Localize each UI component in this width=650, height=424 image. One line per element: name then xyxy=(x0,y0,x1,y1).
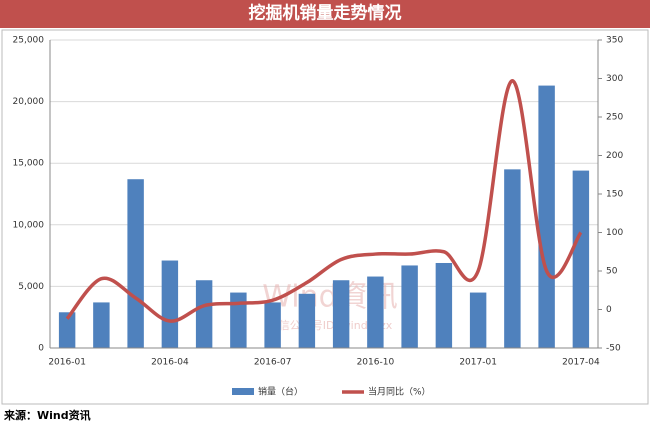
x-tick-label: 2016-07 xyxy=(254,358,292,368)
chart-title: 挖掘机销量走势情况 xyxy=(249,3,402,24)
y2-tick-label: 300 xyxy=(606,74,623,84)
y-tick-label: 15,000 xyxy=(13,159,45,169)
bar xyxy=(127,179,144,348)
y2-tick-label: 50 xyxy=(606,267,618,277)
bar xyxy=(230,292,247,348)
bar xyxy=(435,262,453,348)
bar xyxy=(93,302,110,348)
source-note: 来源：Wind资讯 xyxy=(3,408,91,422)
title-bar xyxy=(0,0,650,28)
y-tick-label: 5,000 xyxy=(18,282,44,292)
chart-border xyxy=(1,29,649,405)
y2-tick-label: 250 xyxy=(606,113,623,123)
y2-tick-label: 150 xyxy=(606,190,623,200)
bar xyxy=(58,312,76,348)
bar xyxy=(161,260,179,348)
y2-tick-label: 0 xyxy=(606,305,612,315)
x-tick-label: 2017-04 xyxy=(562,358,600,368)
legend-label: 销量（台） xyxy=(258,386,303,398)
bar xyxy=(401,265,418,348)
legend-label: 当月同比（%） xyxy=(368,386,431,398)
y-tick-label: 25,000 xyxy=(13,36,45,46)
y-tick-label: 10,000 xyxy=(13,220,45,230)
legend-swatch xyxy=(232,388,254,395)
line xyxy=(65,79,583,323)
y2-tick-label: 350 xyxy=(606,36,623,46)
y-tick-label: 0 xyxy=(38,344,44,354)
bar xyxy=(264,302,281,348)
x-tick-label: 2016-04 xyxy=(151,358,189,368)
x-tick-label: 2016-01 xyxy=(48,358,86,368)
x-tick-label: 2016-10 xyxy=(357,358,395,368)
y2-tick-label: 200 xyxy=(606,151,623,161)
y2-tick-label: 100 xyxy=(606,228,623,238)
bar xyxy=(298,293,316,348)
x-tick-label: 2017-01 xyxy=(459,358,497,368)
bar xyxy=(195,280,213,348)
bar xyxy=(504,169,521,348)
y2-tick-label: -50 xyxy=(606,344,621,354)
bar xyxy=(572,170,590,348)
bar xyxy=(469,292,487,348)
bar xyxy=(538,85,555,349)
bar xyxy=(367,276,384,348)
y-tick-label: 20,000 xyxy=(13,97,45,107)
bar xyxy=(332,280,350,348)
